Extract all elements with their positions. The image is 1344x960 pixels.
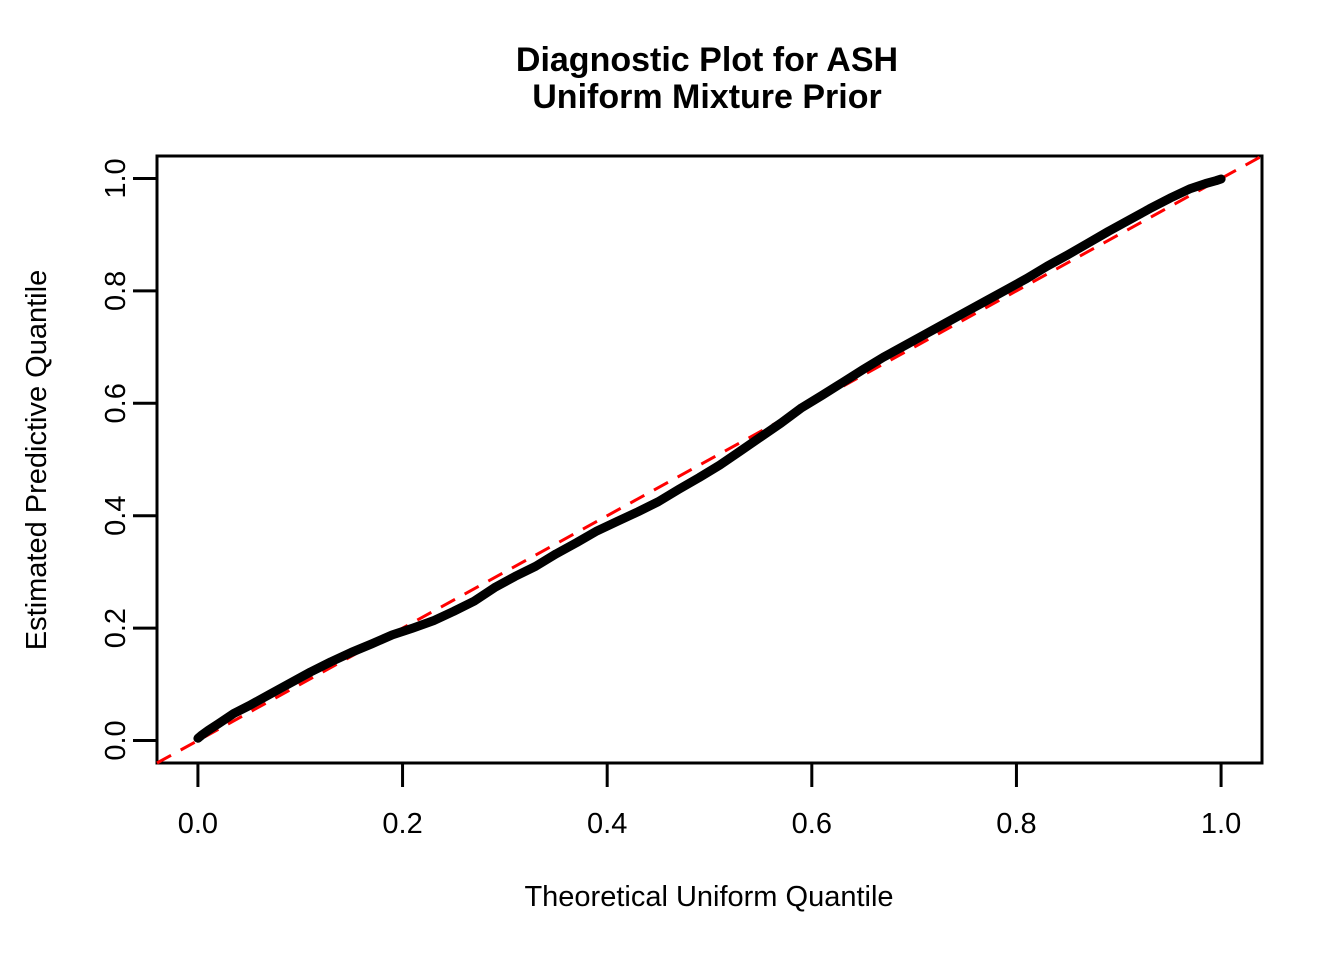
x-tick-label: 0.0 [178,808,218,840]
x-tick-label: 1.0 [1201,808,1241,840]
x-tick-label: 0.8 [996,808,1036,840]
y-axis-label: Estimated Predictive Quantile [21,270,53,650]
y-tick-label: 0.8 [100,271,132,311]
reference-line-y-equals-x [156,154,1263,765]
x-tick-label: 0.2 [382,808,422,840]
x-tick-label: 0.4 [587,808,627,840]
x-axis-label: Theoretical Uniform Quantile [524,881,893,913]
y-tick-label: 0.2 [100,608,132,648]
x-axis-ticks: 0.0 0.2 0.4 0.6 0.8 1.0 [178,763,1241,840]
x-tick-label: 0.6 [792,808,832,840]
y-tick-label: 1.0 [100,158,132,198]
y-tick-label: 0.6 [100,383,132,423]
plot-title-line2: Uniform Mixture Prior [532,78,881,116]
y-tick-label: 0.0 [100,720,132,760]
plot-border [155,154,1264,765]
y-axis-ticks: 0.0 0.2 0.4 0.6 0.8 1.0 [100,158,157,761]
qq-curve [193,174,1226,743]
y-tick-label: 0.4 [100,496,132,536]
data-series-layer [156,154,1263,765]
plot-title-line1: Diagnostic Plot for ASH [516,41,898,79]
